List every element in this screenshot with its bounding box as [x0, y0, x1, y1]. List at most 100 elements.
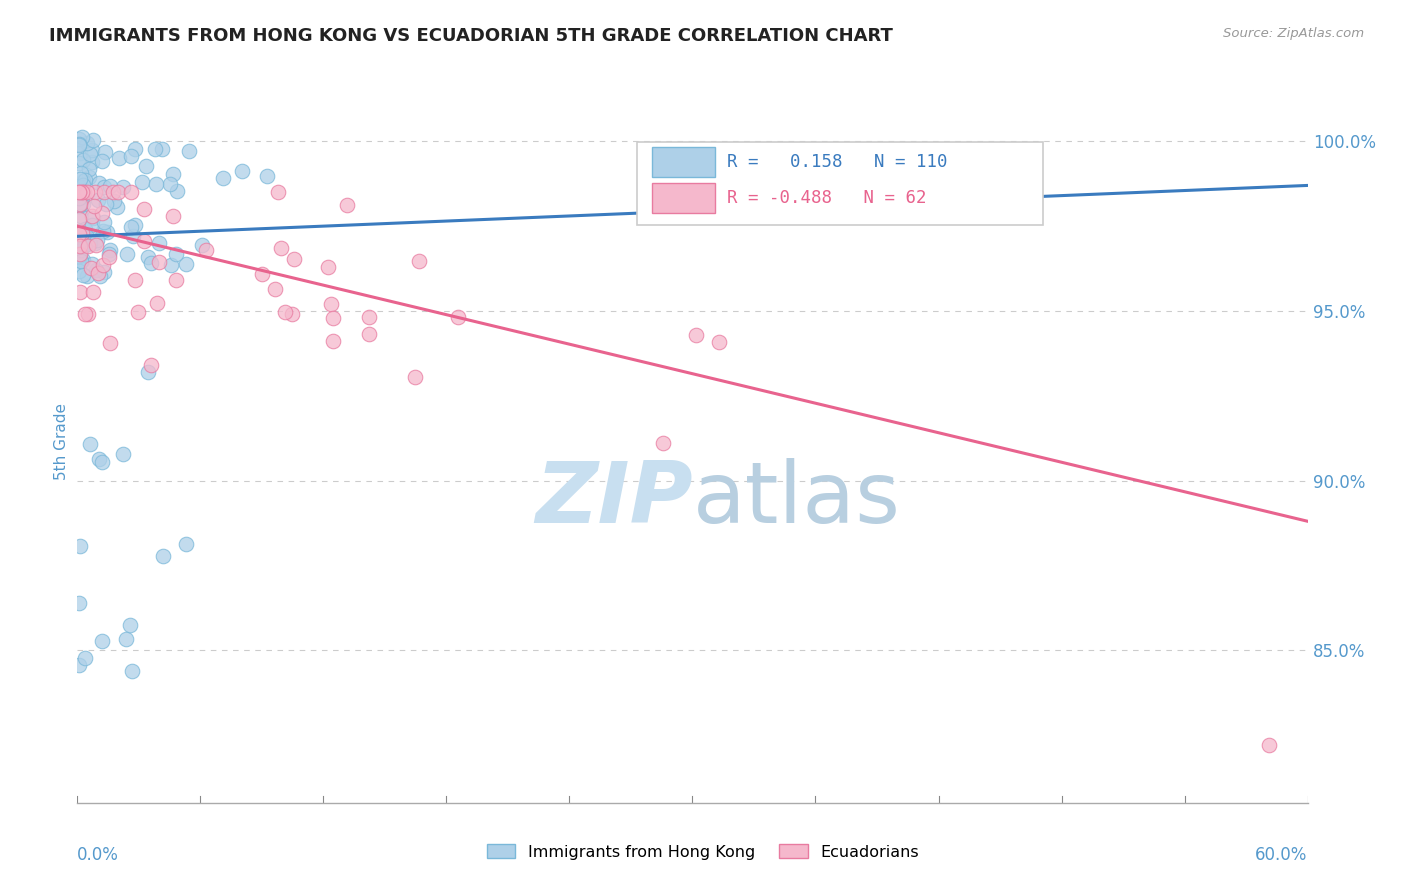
- Point: [84, 262, 107, 277]
- Point: [190, 238, 212, 252]
- Point: [80, 209, 103, 223]
- Point: [73, 185, 96, 199]
- Point: [86, 237, 108, 252]
- Point: [166, 273, 188, 287]
- Point: [112, 179, 135, 194]
- Point: [127, 304, 149, 318]
- Point: [124, 218, 146, 232]
- Point: [108, 151, 131, 165]
- Text: 60.0%: 60.0%: [1256, 847, 1308, 864]
- Point: [84, 235, 107, 250]
- Point: [174, 537, 197, 551]
- Text: IMMIGRANTS FROM HONG KONG VS ECUADORIAN 5TH GRADE CORRELATION CHART: IMMIGRANTS FROM HONG KONG VS ECUADORIAN …: [49, 27, 893, 45]
- Point: [72, 268, 94, 282]
- Point: [97, 247, 120, 261]
- Point: [67, 224, 90, 238]
- Point: [131, 176, 153, 190]
- Point: [112, 447, 135, 461]
- Point: [77, 169, 100, 184]
- Point: [283, 252, 305, 266]
- Point: [67, 131, 90, 145]
- Point: [281, 307, 304, 321]
- Point: [67, 198, 90, 212]
- Point: [652, 435, 675, 450]
- Point: [73, 222, 96, 236]
- Point: [139, 358, 162, 372]
- Point: [70, 185, 93, 199]
- Point: [162, 209, 184, 223]
- Point: [322, 334, 344, 348]
- Text: R =   0.158   N = 110: R = 0.158 N = 110: [727, 153, 948, 171]
- Point: [1257, 738, 1279, 752]
- Point: [76, 307, 98, 321]
- Point: [69, 166, 91, 180]
- Y-axis label: 5th Grade: 5th Grade: [53, 403, 69, 480]
- Text: Source: ZipAtlas.com: Source: ZipAtlas.com: [1223, 27, 1364, 40]
- Point: [165, 247, 187, 261]
- Point: [263, 282, 285, 296]
- Point: [79, 236, 101, 251]
- Point: [67, 211, 90, 226]
- FancyBboxPatch shape: [652, 147, 714, 178]
- Point: [67, 155, 90, 169]
- Point: [322, 311, 344, 326]
- Point: [76, 268, 98, 283]
- Point: [79, 437, 101, 451]
- Point: [67, 138, 90, 153]
- Point: [107, 185, 129, 199]
- Point: [231, 163, 253, 178]
- Point: [138, 365, 160, 379]
- Point: [98, 244, 121, 258]
- Point: [98, 178, 121, 193]
- FancyBboxPatch shape: [652, 183, 714, 213]
- Point: [67, 199, 90, 213]
- Point: [69, 145, 91, 160]
- Point: [69, 234, 91, 248]
- Point: [105, 200, 128, 214]
- FancyBboxPatch shape: [637, 142, 1043, 225]
- Point: [115, 247, 138, 261]
- Point: [72, 174, 94, 188]
- Point: [96, 225, 118, 239]
- Point: [357, 326, 380, 341]
- Point: [195, 244, 218, 258]
- Point: [162, 167, 184, 181]
- Point: [152, 549, 174, 563]
- Point: [124, 273, 146, 287]
- Point: [120, 149, 142, 163]
- Point: [82, 257, 104, 271]
- Point: [93, 185, 115, 199]
- Point: [86, 193, 108, 207]
- Point: [135, 159, 157, 173]
- Point: [80, 260, 103, 275]
- Point: [145, 178, 167, 192]
- Point: [159, 177, 181, 191]
- Point: [138, 251, 160, 265]
- Point: [82, 133, 104, 147]
- Point: [67, 249, 90, 263]
- Point: [121, 664, 143, 678]
- Point: [160, 258, 183, 272]
- Point: [70, 244, 93, 258]
- Point: [67, 264, 90, 278]
- Point: [82, 154, 104, 169]
- Point: [72, 227, 94, 241]
- Point: [120, 185, 142, 199]
- Point: [69, 239, 91, 253]
- Point: [70, 129, 93, 144]
- Point: [77, 235, 100, 250]
- Point: [357, 310, 380, 324]
- Point: [70, 196, 93, 211]
- Point: [69, 209, 91, 223]
- Text: 0.0%: 0.0%: [77, 847, 120, 864]
- Point: [73, 237, 96, 252]
- Point: [211, 171, 233, 186]
- Point: [67, 191, 90, 205]
- Point: [685, 328, 707, 343]
- Point: [90, 634, 112, 648]
- Point: [76, 185, 98, 199]
- Point: [91, 224, 114, 238]
- Point: [70, 185, 93, 199]
- Point: [87, 176, 110, 190]
- Point: [96, 197, 118, 211]
